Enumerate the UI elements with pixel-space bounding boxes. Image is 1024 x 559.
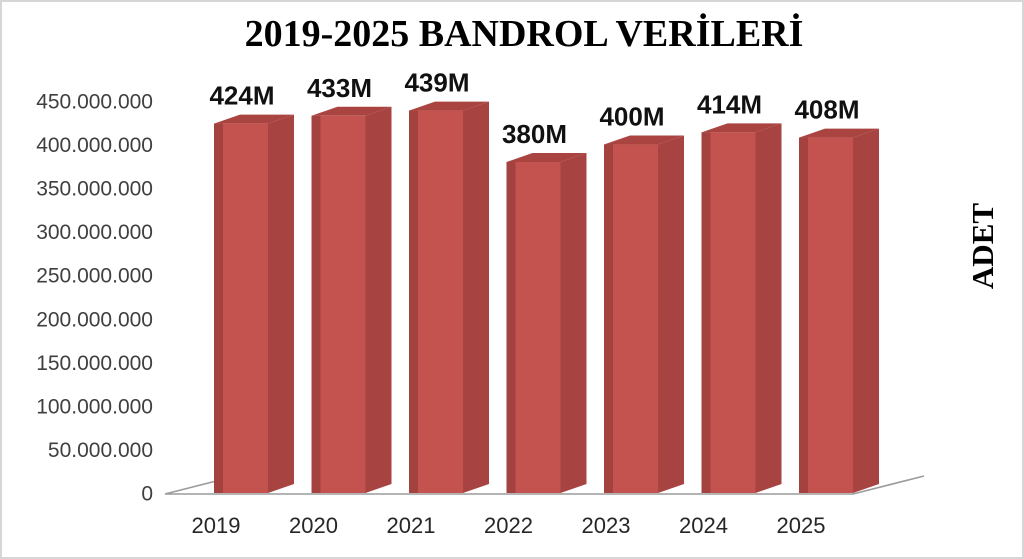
bar-data-label: 380M <box>502 119 567 149</box>
bar-left-bevel <box>214 123 223 493</box>
y-tick-label: 150.000.000 <box>36 352 153 375</box>
y-tick-label: 50.000.000 <box>48 439 153 462</box>
bar-top-face <box>311 106 392 116</box>
bar-data-label: 424M <box>209 81 274 111</box>
x-category-label: 2023 <box>582 513 631 538</box>
bar-side-face <box>853 128 879 493</box>
bar-top-face <box>409 101 489 111</box>
bar-left-bevel <box>701 132 711 494</box>
bar-data-label: 408M <box>794 95 859 125</box>
y-tick-label: 250.000.000 <box>36 265 153 288</box>
chart-floor <box>164 475 925 495</box>
x-category-label: 2021 <box>387 513 436 538</box>
bar-left-bevel <box>311 115 321 493</box>
bar-left-bevel <box>604 144 613 494</box>
y-tick-label: 0 <box>141 483 153 506</box>
y-axis-title: ADET <box>965 202 1000 290</box>
x-category-label: 2020 <box>289 513 338 538</box>
y-tick-label: 300.000.000 <box>36 221 153 244</box>
y-tick-label: 200.000.000 <box>36 308 153 331</box>
bar-side-face <box>365 106 392 493</box>
y-tick-label: 100.000.000 <box>36 395 153 418</box>
bar-data-label: 439M <box>404 68 469 98</box>
bar-left-bevel <box>506 161 516 493</box>
y-tick-label: 400.000.000 <box>36 134 153 157</box>
bar-left-bevel <box>799 137 808 493</box>
bar-data-label: 400M <box>599 102 664 132</box>
y-tick-label: 350.000.000 <box>36 178 153 201</box>
bar-top-face <box>701 123 782 133</box>
bar-top-face <box>604 135 684 145</box>
bar-side-face <box>658 135 684 494</box>
x-category-label: 2019 <box>192 513 241 538</box>
bar-top-face <box>799 128 879 138</box>
x-category-label: 2025 <box>777 513 826 538</box>
bar-top-face <box>214 114 294 124</box>
chart-title: 2019-2025 BANDROL VERİLERİ <box>244 13 804 55</box>
bar-side-face <box>755 123 782 494</box>
bar-side-face <box>463 101 489 494</box>
bar-data-label: 433M <box>307 73 372 103</box>
x-category-label: 2024 <box>679 513 728 538</box>
bar-data-label: 414M <box>697 89 762 119</box>
bar-side-face <box>560 152 587 493</box>
bar-left-bevel <box>409 110 418 494</box>
y-tick-label: 450.000.000 <box>36 91 153 114</box>
bar-top-face <box>506 152 587 162</box>
bar-side-face <box>268 114 294 493</box>
x-category-label: 2022 <box>484 513 533 538</box>
